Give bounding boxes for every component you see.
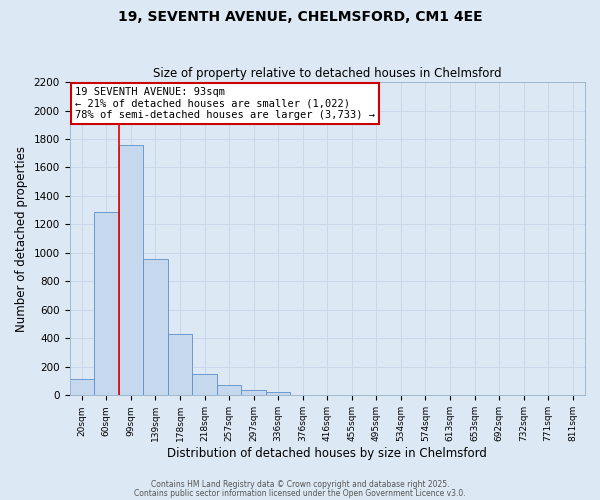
Bar [266,392,290,396]
Text: 19, SEVENTH AVENUE, CHELMSFORD, CM1 4EE: 19, SEVENTH AVENUE, CHELMSFORD, CM1 4EE [118,10,482,24]
Bar [192,374,217,396]
Title: Size of property relative to detached houses in Chelmsford: Size of property relative to detached ho… [153,66,502,80]
Bar [70,379,94,396]
Text: Contains HM Land Registry data © Crown copyright and database right 2025.: Contains HM Land Registry data © Crown c… [151,480,449,489]
Bar [94,212,119,396]
Bar [241,390,266,396]
Bar [119,144,143,396]
Y-axis label: Number of detached properties: Number of detached properties [15,146,28,332]
Bar [143,258,168,396]
Text: 19 SEVENTH AVENUE: 93sqm
← 21% of detached houses are smaller (1,022)
78% of sem: 19 SEVENTH AVENUE: 93sqm ← 21% of detach… [74,87,374,120]
Bar [168,334,192,396]
Text: Contains public sector information licensed under the Open Government Licence v3: Contains public sector information licen… [134,488,466,498]
Bar [217,384,241,396]
X-axis label: Distribution of detached houses by size in Chelmsford: Distribution of detached houses by size … [167,447,487,460]
